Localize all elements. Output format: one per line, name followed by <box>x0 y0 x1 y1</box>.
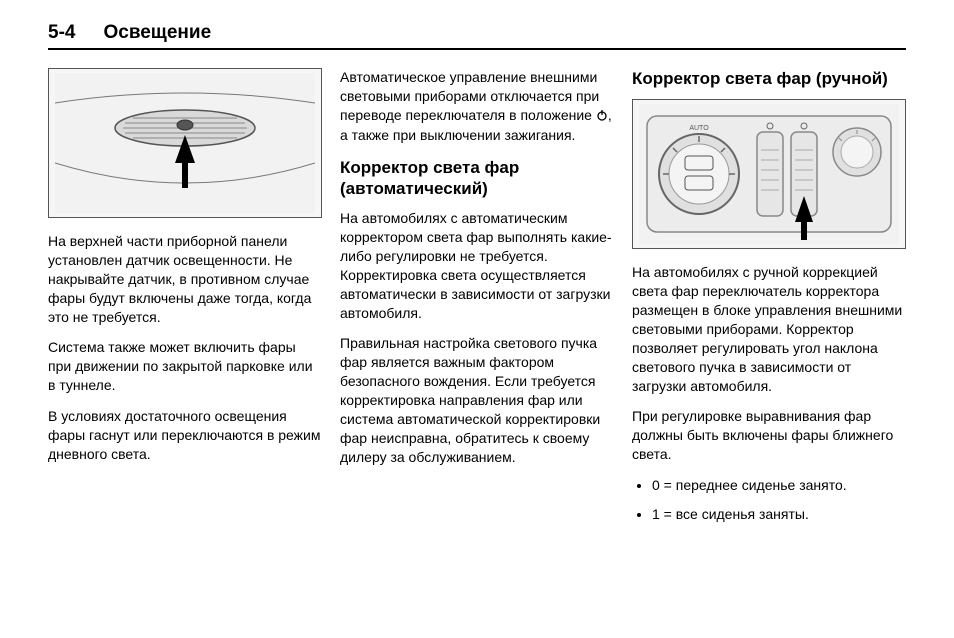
col1-paragraph-2: Система также может включить фары при дв… <box>48 338 322 395</box>
col2-p1-before: Автоматическое управление внешними свето… <box>340 69 599 123</box>
col2-paragraph-1: Автоматическое управление внешними свето… <box>340 68 614 145</box>
col2-heading: Корректор света фар (автоматический) <box>340 157 614 200</box>
list-item: 1 = все сиденья заняты. <box>652 505 906 524</box>
page-number: 5-4 <box>48 22 75 44</box>
list-item: 0 = переднее сиденье занято. <box>652 476 906 495</box>
page-header: 5-4 Освещение <box>48 22 906 50</box>
col1-paragraph-1: На верхней части приборной панели устано… <box>48 232 322 326</box>
svg-text:AUTO: AUTO <box>689 125 709 132</box>
column-1: На верхней части приборной панели устано… <box>48 68 322 534</box>
col3-bullet-list: 0 = переднее сиденье занято. 1 = все сид… <box>632 476 906 524</box>
col3-paragraph-2: При регулировке выравнивания фар должны … <box>632 407 906 464</box>
col1-paragraph-3: В условиях достаточного освещения фары г… <box>48 407 322 464</box>
chapter-title: Освещение <box>103 22 211 44</box>
col2-paragraph-2: На автомобилях с автоматическим корректо… <box>340 209 614 322</box>
col2-paragraph-3: Правильная настройка светового пучка фар… <box>340 334 614 466</box>
content-columns: На верхней части приборной панели устано… <box>48 68 906 534</box>
col3-heading: Корректор света фар (ручной) <box>632 68 906 89</box>
figure-dial: AUTO <box>632 99 906 249</box>
dial-illustration: AUTO <box>639 104 899 244</box>
power-icon <box>596 107 608 126</box>
column-3: Корректор света фар (ручной) <box>632 68 906 534</box>
column-2: Автоматическое управление внешними свето… <box>340 68 614 534</box>
sensor-illustration <box>55 73 315 213</box>
col3-paragraph-1: На автомобилях с ручной коррекцией света… <box>632 263 906 395</box>
figure-sensor <box>48 68 322 218</box>
